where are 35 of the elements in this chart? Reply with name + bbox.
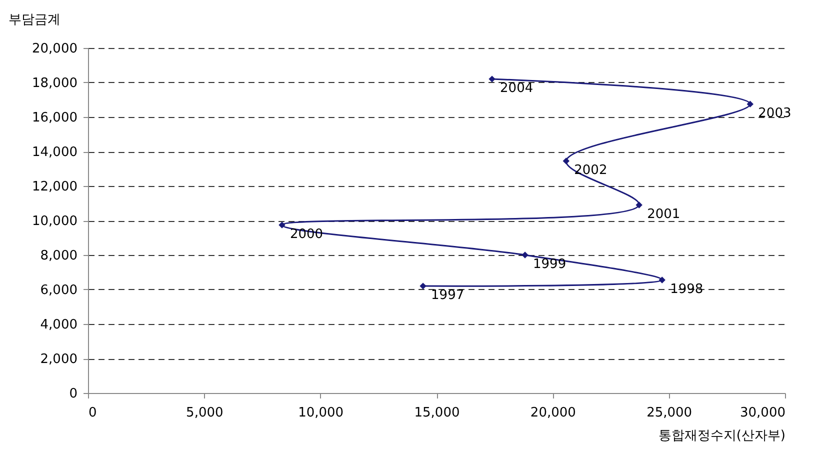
point xyxy=(278,222,286,228)
y-tick-label: 8,000 xyxy=(40,248,78,264)
x-tick-label: 25,000 xyxy=(646,406,692,420)
y-tick-label: 18,000 xyxy=(32,76,78,91)
point xyxy=(636,202,642,208)
point xyxy=(522,252,528,258)
x-tick-label: 0 xyxy=(88,406,97,420)
y-axis-title: 부담금계 xyxy=(8,12,60,28)
y-tick-label: 2,000 xyxy=(40,352,78,367)
y-tick-label: 4,000 xyxy=(40,318,78,332)
annotation: 2000 xyxy=(290,226,324,242)
y-tick-label: 20,000 xyxy=(32,42,78,56)
point xyxy=(658,276,666,284)
y-tick-label: 14,000 xyxy=(32,145,78,160)
point xyxy=(420,282,426,290)
y-tick-label: 10,000 xyxy=(32,214,78,229)
annotation: 1999 xyxy=(533,257,566,272)
point xyxy=(746,100,754,108)
annotation: 2002 xyxy=(574,162,608,178)
annotation: 2003 xyxy=(758,106,792,122)
y-tick-label: 6,000 xyxy=(40,283,78,298)
x-axis-title: 통합재정수지(산자부) xyxy=(658,428,786,444)
x-tick-label: 5,000 xyxy=(186,406,224,420)
x-tick-label: 30,000 xyxy=(740,406,786,420)
x-tick-label: 15,000 xyxy=(414,406,460,420)
y-tick-label: 16,000 xyxy=(32,110,78,126)
annotation: 2004 xyxy=(500,81,534,96)
y-tick-label: 12,000 xyxy=(32,180,78,194)
point xyxy=(562,158,570,164)
x-tick-label: 20,000 xyxy=(530,406,576,420)
x-tick-label: 10,000 xyxy=(298,406,344,420)
annotation: 1997 xyxy=(431,288,464,304)
annotation: 2001 xyxy=(647,206,680,222)
point xyxy=(488,76,496,82)
y-tick-label: 0 xyxy=(69,386,78,402)
